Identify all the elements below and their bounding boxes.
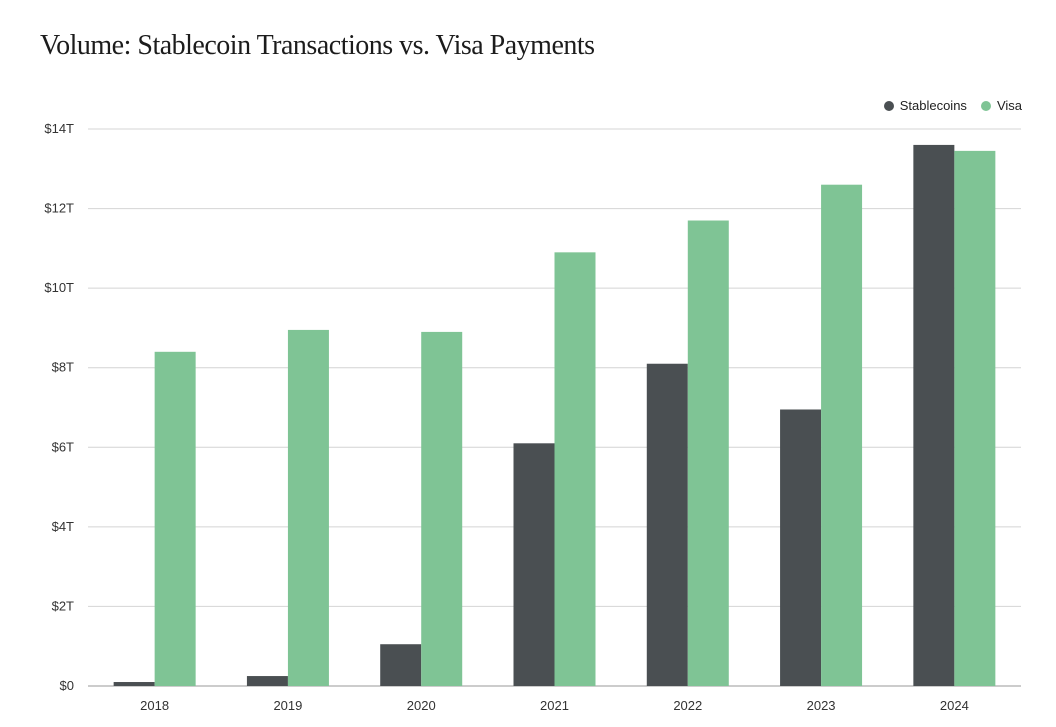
x-tick-label-2023: 2023 (807, 698, 836, 713)
legend: Stablecoins Visa (883, 98, 1022, 113)
x-tick-label-2022: 2022 (673, 698, 702, 713)
bar-visa-2019 (287, 329, 329, 686)
y-tick-label-1: $2T (52, 598, 74, 613)
legend-swatch-visa (980, 100, 991, 111)
bar-stablecoins-2018 (113, 682, 155, 686)
legend-swatch-stablecoins (883, 100, 894, 111)
y-tick-label-2: $4T (52, 519, 74, 534)
legend-item-stablecoins: Stablecoins (883, 98, 967, 113)
bar-visa-2024 (954, 150, 996, 686)
bar-stablecoins-2022 (646, 363, 688, 686)
bar-stablecoins-2023 (780, 409, 822, 686)
x-tick-label-2020: 2020 (407, 698, 436, 713)
y-tick-label-0: $0 (60, 678, 74, 693)
bar-stablecoins-2021 (513, 443, 555, 686)
bar-visa-2023 (821, 184, 863, 686)
legend-item-visa: Visa (980, 98, 1022, 113)
bar-stablecoins-2024 (913, 144, 955, 686)
bar-stablecoins-2019 (246, 676, 288, 686)
x-tick-label-2019: 2019 (273, 698, 302, 713)
y-tick-label-4: $8T (52, 360, 74, 375)
chart-title: Volume: Stablecoin Transactions vs. Visa… (40, 30, 595, 61)
x-tick-label-2021: 2021 (540, 698, 569, 713)
legend-label-stablecoins: Stablecoins (899, 98, 967, 113)
y-tick-label-7: $14T (44, 121, 74, 136)
bar-visa-2022 (687, 220, 729, 686)
x-tick-label-2024: 2024 (940, 698, 969, 713)
bar-stablecoins-2020 (380, 644, 422, 686)
y-tick-label-3: $6T (52, 439, 74, 454)
bar-visa-2021 (554, 252, 596, 687)
y-tick-label-6: $12T (44, 201, 74, 216)
bar-visa-2018 (154, 351, 196, 686)
x-tick-label-2018: 2018 (140, 698, 169, 713)
bar-visa-2020 (421, 331, 463, 686)
y-tick-label-5: $10T (44, 280, 74, 295)
legend-label-visa: Visa (996, 98, 1022, 113)
